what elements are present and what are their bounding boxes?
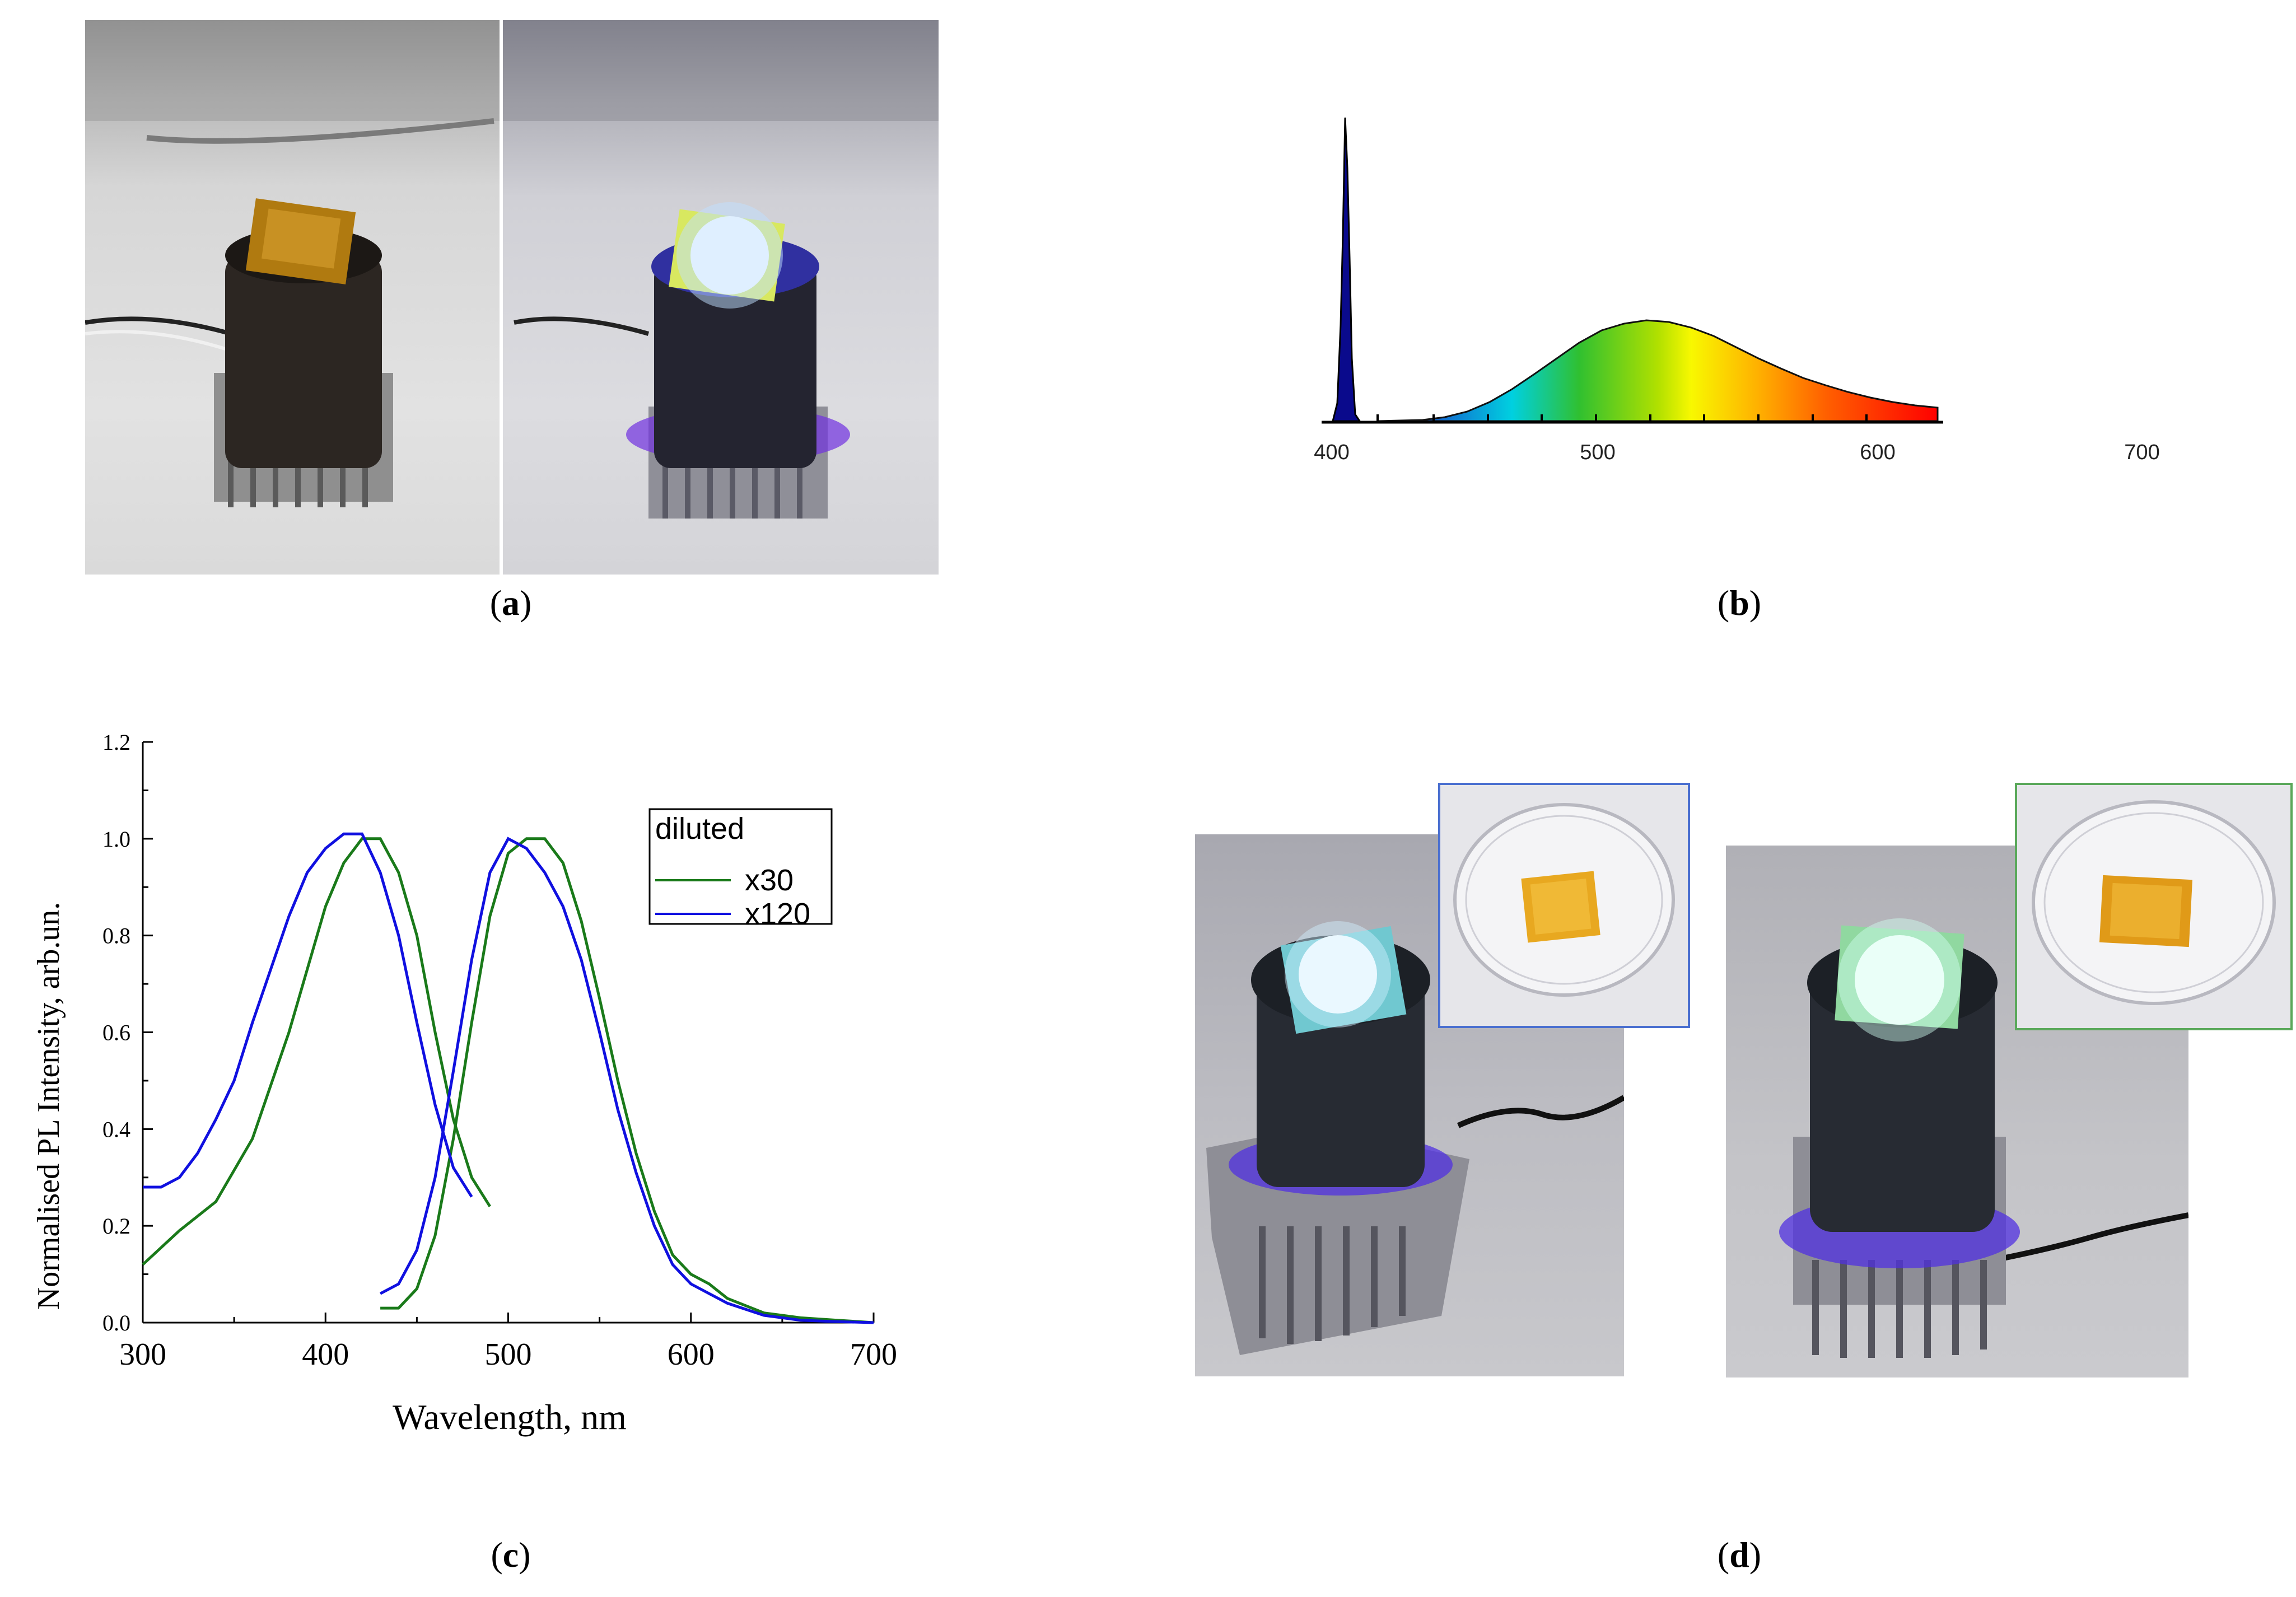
spectrum-tick-label: 500	[1580, 441, 1615, 464]
x-tick-label: 400	[302, 1337, 349, 1372]
y-tick-label: 1.0	[102, 826, 130, 852]
photo-a-on	[503, 20, 939, 575]
y-tick-label: 0.0	[102, 1310, 130, 1335]
y-tick-label: 1.2	[102, 730, 130, 755]
panel-label-c: (c)	[491, 1535, 531, 1575]
y-tick-label: 0.4	[102, 1117, 130, 1142]
panel-label-a: (a)	[489, 583, 532, 623]
series-x120-curve-emission	[379, 837, 874, 1324]
photo-a-off	[85, 20, 500, 575]
spectrum-broad-band	[1377, 319, 1939, 422]
inset-d-left	[1438, 783, 1690, 1028]
spectrum-b: 400 500 600 700	[1314, 117, 2160, 464]
series-x120-curve-excitation	[143, 832, 473, 1198]
spectrum-tick-label: 700	[2124, 441, 2159, 464]
series-x30-curve-excitation	[142, 837, 492, 1266]
panel-label-b: (b)	[1717, 583, 1762, 623]
x-tick-label: 700	[850, 1337, 897, 1372]
y-tick-label: 0.8	[102, 923, 130, 949]
panel-label-d: (d)	[1717, 1535, 1762, 1575]
inset-d-right	[2015, 783, 2293, 1030]
pl-chart: 300 400 500 600 700 0.0 0.2 0.4 0.6 0.8 1.0 1.2 Wav…	[31, 730, 897, 1437]
photo-d-right	[1726, 846, 2188, 1377]
x-tick-label: 600	[668, 1337, 715, 1372]
legend-title: diluted	[655, 812, 744, 846]
chart-legend: diluted x30 x120	[648, 808, 833, 931]
x-axis-title: Wavelength, nm	[393, 1397, 627, 1437]
legend-label-x120: x120	[745, 897, 810, 931]
y-axis-title: Normalised PL Intensity, arb.un.	[31, 902, 66, 1310]
spectrum-tick-label: 600	[1860, 441, 1895, 464]
spectrum-tick-label: 400	[1314, 441, 1349, 464]
legend-label-x30: x30	[745, 863, 794, 897]
x-tick-label: 300	[119, 1337, 166, 1372]
x-tick-label: 500	[485, 1337, 532, 1372]
spectrum-ticks	[1376, 414, 1868, 422]
y-tick-label: 0.6	[102, 1020, 130, 1045]
spectrum-peak	[1332, 117, 1361, 422]
y-tick-label: 0.2	[102, 1213, 130, 1239]
